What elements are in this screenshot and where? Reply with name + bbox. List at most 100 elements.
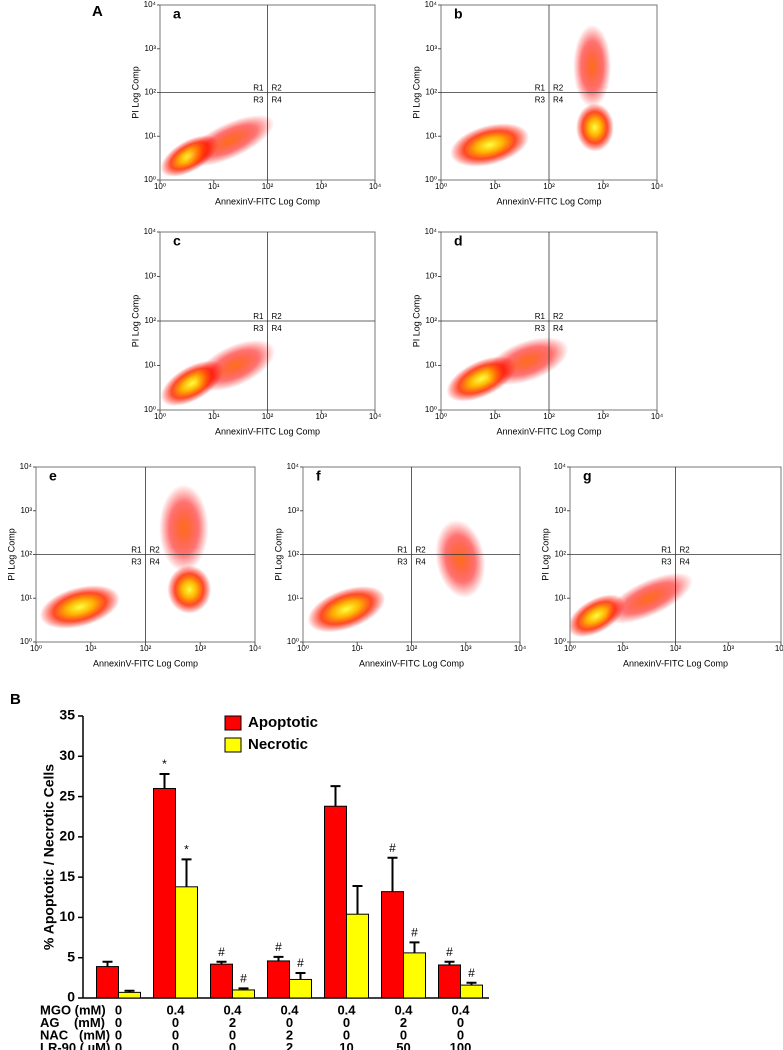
y-tick-label: 10¹: [144, 131, 156, 140]
x-tick-label: 10⁰: [154, 182, 166, 191]
x-tick-label: 10²: [543, 182, 555, 191]
legend-label: Necrotic: [248, 736, 308, 753]
quadrant-label: R1: [397, 546, 408, 555]
treatment-value: 2: [400, 1015, 407, 1030]
y-tick-label: 10²: [425, 316, 437, 325]
y-tick-label: 35: [59, 707, 75, 723]
x-tick-label: 10⁴: [369, 182, 382, 191]
treatment-value: 0: [229, 1040, 236, 1050]
treatment-value: 0.4: [280, 1002, 299, 1017]
treatment-value: 0: [115, 1002, 122, 1017]
x-tick-label: 10⁴: [514, 644, 527, 653]
density-cloud: [486, 337, 569, 385]
quadrant-label: R3: [535, 324, 546, 333]
treatment-label: LR-90 ( µM): [40, 1040, 110, 1050]
error-bar: [102, 960, 113, 967]
treatment-value: 0: [457, 1027, 464, 1042]
panel-letter: b: [454, 6, 463, 22]
density-layer: [160, 114, 275, 177]
error-bar: [387, 856, 398, 892]
flow-panel: 10⁰ 10¹ 10² 10³ 10⁴ 10⁰ 10¹ 10² 10³ 10⁴ R1 R2 R3 R4 g A…: [540, 462, 783, 668]
y-tick-label: 10¹: [20, 593, 32, 602]
quadrant-label: R2: [416, 546, 427, 555]
quadrant-label: R4: [553, 96, 564, 105]
flow-panel: 10⁰ 10¹ 10² 10³ 10⁴ 10⁰ 10¹ 10² 10³ 10⁴ R1 R2 R3 R4 d A…: [411, 227, 663, 436]
x-tick-label: 10²: [406, 644, 418, 653]
quadrant-label: R1: [131, 546, 142, 555]
significance-marker: #: [275, 940, 282, 954]
density-layer: [570, 572, 693, 638]
treatment-value: 0: [229, 1027, 236, 1042]
x-tick-label: 10⁰: [297, 644, 309, 653]
error-bar: [444, 960, 455, 965]
y-tick-label: 10⁰: [425, 175, 437, 184]
error-bar: [295, 972, 306, 980]
treatment-value: 0: [343, 1015, 350, 1030]
treatment-value: 100: [450, 1040, 472, 1050]
bar: [118, 991, 141, 999]
flow-panel: 10⁰ 10¹ 10² 10³ 10⁴ 10⁰ 10¹ 10² 10³ 10⁴ R1 R2 R3 R4 c A…: [130, 227, 381, 436]
quadrant-label: R4: [553, 324, 564, 333]
significance-marker: #: [468, 966, 475, 980]
treatment-value: 0: [172, 1015, 179, 1030]
bar: [267, 960, 290, 999]
x-tick-label: 10⁴: [249, 644, 262, 653]
density-layer: [450, 24, 614, 167]
bar: [324, 805, 347, 999]
y-tick-label: 0: [67, 989, 75, 1005]
x-tick-label: 10²: [262, 412, 274, 421]
x-tick-label: 10⁴: [775, 644, 783, 653]
error-bar: [124, 989, 135, 993]
treatment-value: 0.4: [166, 1002, 185, 1017]
x-axis-label: AnnexinV-FITC Log Comp: [496, 426, 601, 436]
x-axis-label: AnnexinV-FITC Log Comp: [623, 658, 728, 668]
x-tick-label: 10⁰: [154, 412, 166, 421]
error-bar: [273, 955, 284, 961]
significance-marker: #: [218, 945, 225, 959]
y-tick-label: 10³: [144, 272, 156, 281]
density-cloud: [576, 103, 614, 152]
y-tick-label: 10²: [20, 550, 32, 559]
y-tick-label: 10³: [20, 506, 32, 515]
x-tick-label: 10⁰: [564, 644, 576, 653]
panel-letter: c: [173, 233, 181, 249]
x-tick-label: 10³: [597, 182, 609, 191]
treatment-value: 2: [229, 1015, 236, 1030]
treatment-value: 0.4: [451, 1002, 470, 1017]
quadrant-label: R4: [272, 324, 283, 333]
treatment-value: 0: [115, 1015, 122, 1030]
quadrant-label: R1: [535, 312, 546, 321]
quadrant-label: R2: [272, 84, 283, 93]
quadrant-label: R1: [253, 312, 264, 321]
y-tick-label: 10¹: [425, 361, 437, 370]
panel-letter: e: [49, 468, 57, 484]
quadrant-label: R3: [253, 96, 264, 105]
error-bar: [216, 960, 227, 965]
y-tick-label: 10⁴: [144, 0, 157, 9]
treatment-value: 0: [343, 1027, 350, 1042]
density-cloud: [185, 114, 275, 167]
y-tick-label: 10³: [144, 44, 156, 53]
treatment-label: MGO (mM): [40, 1002, 106, 1017]
significance-marker: *: [162, 757, 167, 771]
panel-label: A: [92, 3, 103, 20]
bar: [381, 891, 404, 999]
quadrant-label: R3: [131, 558, 142, 567]
bar: [210, 963, 233, 999]
quadrant-label: R4: [680, 558, 691, 567]
treatment-label: AG (mM): [40, 1015, 105, 1030]
x-tick-label: 10¹: [617, 644, 629, 653]
significance-marker: #: [389, 841, 396, 855]
y-tick-label: 10⁰: [425, 405, 437, 414]
x-tick-label: 10⁴: [651, 182, 664, 191]
y-axis-label: PI Log Comp: [130, 295, 140, 348]
y-tick-label: 15: [59, 868, 75, 884]
quadrant-label: R2: [272, 312, 283, 321]
x-tick-label: 10¹: [85, 644, 97, 653]
quadrant-label: R3: [661, 558, 672, 567]
x-axis-label: AnnexinV-FITC Log Comp: [215, 426, 320, 436]
treatment-value: 0: [172, 1027, 179, 1042]
quadrant-label: R2: [150, 546, 161, 555]
